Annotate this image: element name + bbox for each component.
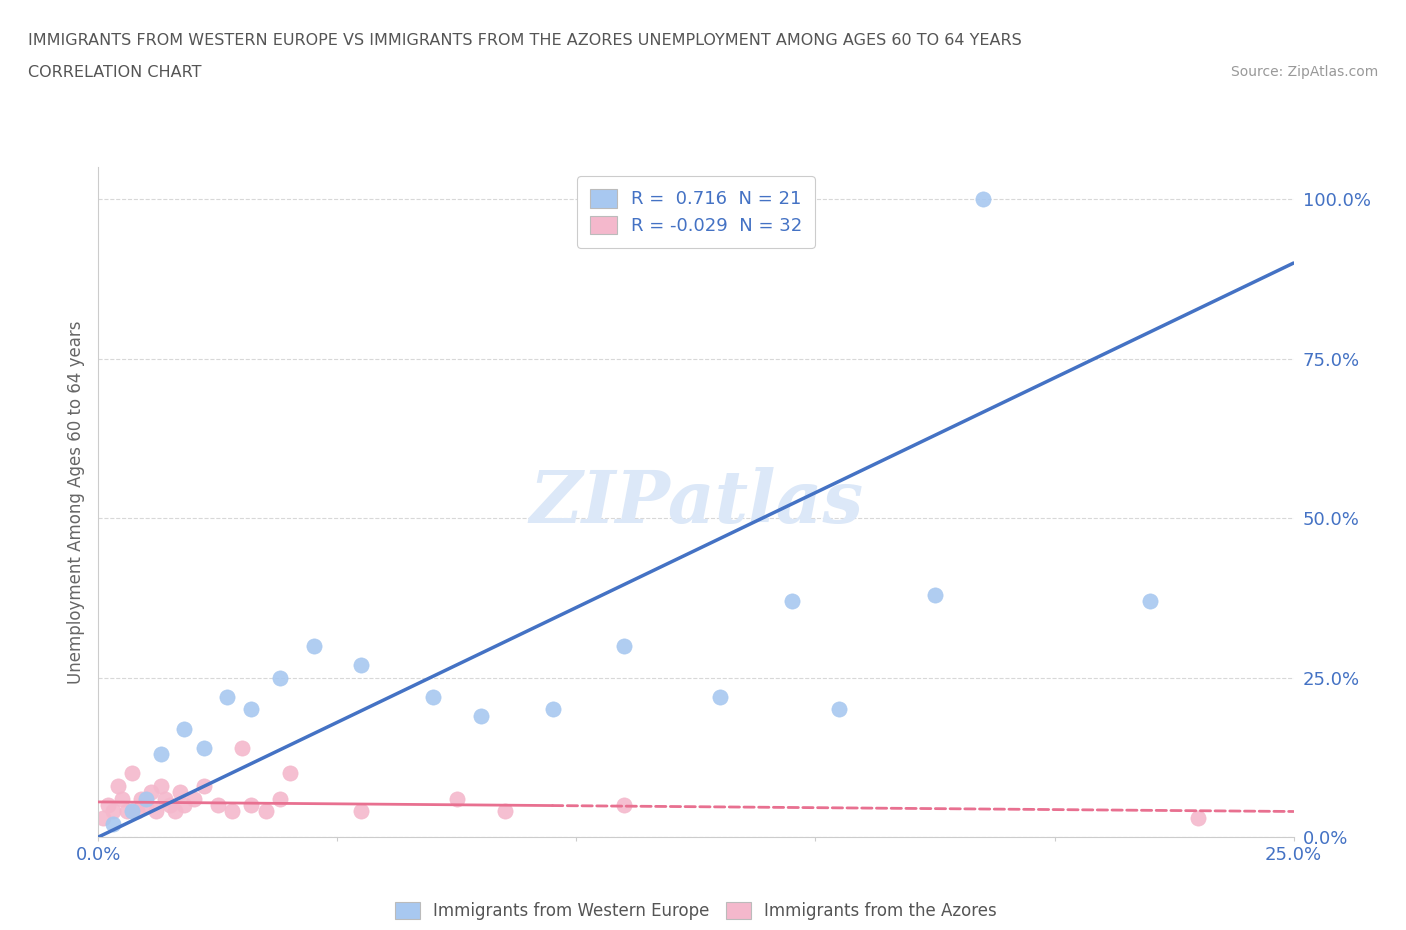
Point [173,798,195,813]
Text: IMMIGRANTS FROM WESTERN EUROPE VS IMMIGRANTS FROM THE AZORES UNEMPLOYMENT AMONG : IMMIGRANTS FROM WESTERN EUROPE VS IMMIGR… [28,33,1022,47]
Point [613,638,636,653]
Point [302,638,325,653]
Text: ZIPatlas: ZIPatlas [529,467,863,538]
Point [828,702,851,717]
Point [240,798,263,813]
Point [924,587,946,602]
Point [613,798,636,813]
Point [470,709,492,724]
Point [446,791,468,806]
Point [101,804,124,819]
Point [173,721,195,736]
Point [207,798,229,813]
Point [139,785,162,800]
Point [217,689,239,704]
Point [91,810,114,825]
Point [1187,810,1209,825]
Point [145,804,167,819]
Point [193,778,215,793]
Point [155,791,177,806]
Point [101,817,124,831]
Point [121,765,143,780]
Point [278,765,301,780]
Point [254,804,277,819]
Point [125,804,148,819]
Point [221,804,243,819]
Point [131,791,153,806]
Point [193,740,215,755]
Point [709,689,731,704]
Point [231,740,253,755]
Point [121,804,143,819]
Point [107,778,129,793]
Text: Source: ZipAtlas.com: Source: ZipAtlas.com [1230,65,1378,79]
Point [149,747,172,762]
Point [159,798,181,813]
Point [135,798,157,813]
Point [972,192,994,206]
Point [163,804,186,819]
Y-axis label: Unemployment Among Ages 60 to 64 years: Unemployment Among Ages 60 to 64 years [66,321,84,684]
Point [541,702,564,717]
Point [115,804,138,819]
Point [780,593,803,608]
Point [1139,593,1161,608]
Text: CORRELATION CHART: CORRELATION CHART [28,65,201,80]
Point [149,778,172,793]
Legend: Immigrants from Western Europe, Immigrants from the Azores: Immigrants from Western Europe, Immigran… [388,896,1004,927]
Point [111,791,134,806]
Point [269,791,291,806]
Point [97,798,120,813]
Point [494,804,516,819]
Point [135,791,157,806]
Point [269,671,291,685]
Point [169,785,191,800]
Point [350,658,373,672]
Point [422,689,444,704]
Point [183,791,205,806]
Point [240,702,263,717]
Point [350,804,373,819]
